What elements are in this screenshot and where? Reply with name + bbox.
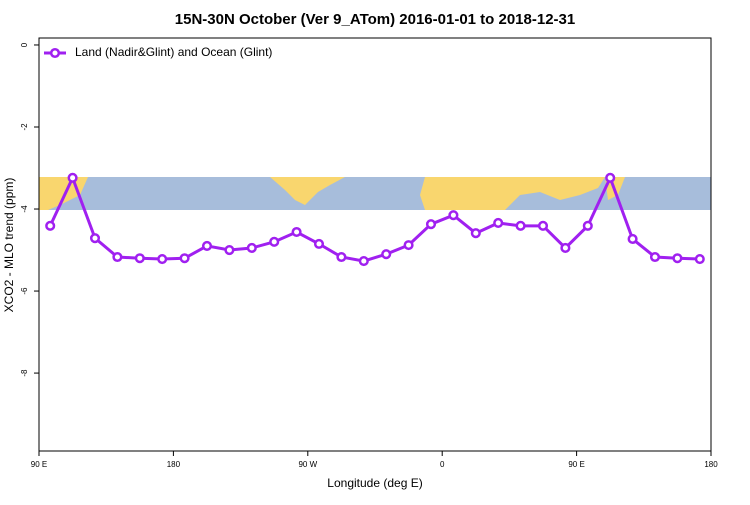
point xyxy=(201,240,213,251)
x-tick-label: 90 W xyxy=(298,460,317,469)
y-tick-label: -4 xyxy=(20,205,29,213)
land xyxy=(270,177,345,205)
land xyxy=(420,177,605,210)
point xyxy=(134,253,145,264)
y-axis-label: XCO2 - MLO trend (ppm) xyxy=(2,178,16,313)
point xyxy=(694,254,705,265)
x-tick-label: 180 xyxy=(704,460,718,469)
y-tick-label: -8 xyxy=(20,369,29,377)
point xyxy=(560,242,571,254)
x-axis-label: Longitude (deg E) xyxy=(327,476,422,490)
point xyxy=(627,233,638,245)
point xyxy=(112,251,123,263)
y-tick-label: -6 xyxy=(20,287,29,295)
point xyxy=(537,220,549,231)
map-band xyxy=(39,177,711,210)
point xyxy=(313,238,325,249)
point xyxy=(425,219,437,230)
point xyxy=(605,172,616,183)
x-tick-label: 180 xyxy=(167,460,181,469)
legend-marker xyxy=(49,47,61,59)
x-tick-label: 90 E xyxy=(31,460,47,469)
y-tick-label: -2 xyxy=(20,123,29,131)
point xyxy=(179,253,190,264)
point xyxy=(403,240,414,251)
point xyxy=(336,251,347,263)
point xyxy=(45,220,56,231)
point xyxy=(672,253,683,264)
point xyxy=(157,254,168,265)
point xyxy=(224,244,235,256)
y-tick-label: 0 xyxy=(20,42,29,47)
point xyxy=(649,251,661,263)
x-tick-label: 0 xyxy=(440,460,445,469)
plot-frame xyxy=(38,37,712,452)
point xyxy=(358,256,369,267)
point xyxy=(582,220,593,231)
point xyxy=(381,249,392,260)
point xyxy=(493,217,504,229)
point xyxy=(291,226,302,238)
point xyxy=(89,233,101,244)
point xyxy=(448,210,459,221)
point xyxy=(470,228,481,239)
x-tick-label: 90 E xyxy=(568,460,584,469)
legend-label: Land (Nadir&Glint) and Ocean (Glint) xyxy=(75,45,272,59)
point xyxy=(269,236,280,247)
point xyxy=(246,242,257,254)
point xyxy=(67,172,78,183)
chart-title: 15N-30N October (Ver 9_ATom) 2016-01-01 … xyxy=(175,11,575,28)
point xyxy=(515,220,526,231)
